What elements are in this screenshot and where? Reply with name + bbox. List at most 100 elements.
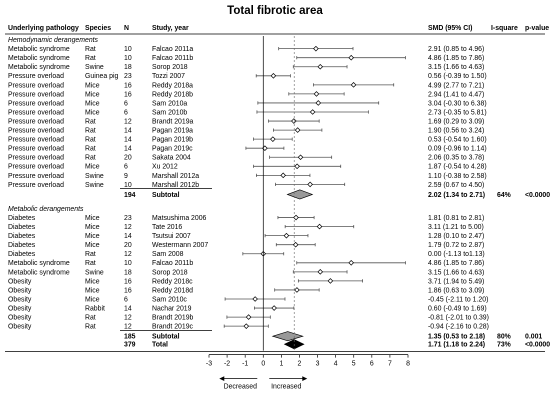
- point-estimate-marker: [291, 118, 297, 124]
- x-tick-label: 5: [352, 361, 356, 368]
- row-n: 6: [124, 100, 128, 107]
- row-smd-text: -0.81 (-2.01 to 0.39): [428, 315, 489, 322]
- row-pathology: Obesity: [8, 324, 32, 331]
- x-tick-label: 7: [388, 361, 392, 368]
- row-smd-text: 0.00 (-1.13 to1.13): [428, 251, 485, 258]
- row-smd-text: 1.28 (0.10 to 2.47): [428, 233, 484, 240]
- row-n: 6: [124, 296, 128, 303]
- row-study: Sam 2010b: [152, 109, 187, 116]
- row-study: Sam 2008: [152, 251, 184, 258]
- row-n: 23: [124, 215, 132, 222]
- row-smd-text: 1.10 (-0.38 to 2.58): [428, 173, 487, 180]
- point-estimate-marker: [271, 305, 277, 311]
- x-tick-label: 1: [279, 361, 283, 368]
- row-species: Mice: [85, 215, 100, 222]
- row-study: Sorop 2018: [152, 64, 188, 71]
- x-tick-label: 4: [334, 361, 338, 368]
- row-n: 10: [124, 182, 132, 189]
- row-pathology: Metabolic syndrome: [8, 269, 70, 276]
- row-species: Mice: [85, 91, 100, 98]
- row-smd-text: 3.04 (-0.30 to 6.38): [428, 100, 487, 107]
- row-species: Swine: [85, 182, 104, 189]
- row-n: 10: [124, 55, 132, 62]
- row-n: 12: [124, 118, 132, 125]
- row-smd-text: 3.71 (1.94 to 5.49): [428, 278, 484, 285]
- point-estimate-marker: [317, 63, 324, 70]
- row-n: 14: [124, 146, 132, 153]
- total-isq: 73%: [497, 342, 511, 349]
- row-species: Mice: [85, 296, 100, 303]
- point-estimate-marker: [270, 73, 277, 79]
- row-pathology: Pressure overload: [8, 182, 64, 189]
- total-label: Total: [152, 342, 168, 349]
- row-smd-text: 3.15 (1.66 to 4.63): [428, 269, 484, 276]
- row-n: 10: [124, 46, 132, 53]
- point-estimate-marker: [243, 323, 250, 329]
- total-smd-text: 1.71 (1.18 to 2.24): [428, 342, 485, 349]
- row-species: Rat: [85, 251, 96, 258]
- row-smd-text: 2.73 (-0.35 to 5.81): [428, 109, 487, 116]
- row-species: Mice: [85, 278, 100, 285]
- row-n: 20: [124, 155, 132, 162]
- row-pathology: Metabolic syndrome: [8, 46, 70, 53]
- subtotal-1-p: 0.001: [525, 334, 542, 341]
- row-n: 12: [124, 224, 132, 231]
- col-header-n: N: [124, 25, 129, 32]
- row-pathology: Diabetes: [8, 215, 36, 222]
- row-pathology: Metabolic syndrome: [8, 55, 70, 62]
- row-smd-text: 0.09 (-0.96 to 1.14): [428, 146, 487, 153]
- row-smd-text: 1.86 (0.63 to 3.09): [428, 287, 484, 294]
- row-species: Swine: [85, 64, 104, 71]
- row-smd-text: 2.94 (1.41 to 4.47): [428, 91, 484, 98]
- point-estimate-marker: [307, 181, 313, 188]
- chart-title: Total fibrotic area: [227, 5, 323, 17]
- row-pathology: Obesity: [8, 296, 32, 303]
- row-study: Matsushima 2006: [152, 215, 207, 222]
- row-species: Swine: [85, 173, 104, 180]
- point-estimate-marker: [294, 127, 301, 133]
- row-pathology: Obesity: [8, 278, 32, 285]
- row-study: Brandt 2019c: [152, 324, 194, 331]
- row-smd-text: 4.99 (2.77 to 7.21): [428, 82, 484, 89]
- col-header-species: Species: [85, 25, 111, 32]
- point-estimate-marker: [245, 314, 252, 320]
- row-smd-text: 1.69 (0.29 to 3.09): [428, 118, 484, 125]
- row-species: Rat: [85, 315, 96, 322]
- point-estimate-marker: [252, 296, 258, 302]
- subtotal-0-p: <0.00001: [525, 192, 550, 199]
- point-estimate-marker: [348, 54, 354, 61]
- row-smd-text: 3.15 (1.66 to 4.63): [428, 64, 484, 71]
- row-n: 18: [124, 269, 132, 276]
- row-pathology: Obesity: [8, 287, 32, 294]
- row-species: Rat: [85, 46, 96, 53]
- x-tick-label: 6: [370, 361, 374, 368]
- row-species: Mice: [85, 109, 100, 116]
- row-n: 14: [124, 233, 132, 240]
- x-tick-label: 2: [298, 361, 302, 368]
- row-study: Sam 2010a: [152, 100, 187, 107]
- x-tick-label: -3: [206, 361, 212, 368]
- row-n: 12: [124, 251, 132, 258]
- subtotal-0-diamond: [286, 189, 314, 200]
- subtotal-0-label: Subtotal: [152, 192, 180, 199]
- row-study: Marshall 2012b: [152, 182, 199, 189]
- subtotal-0-n: 194: [124, 192, 136, 199]
- row-n: 20: [124, 242, 132, 249]
- row-n: 6: [124, 164, 128, 171]
- row-smd-text: 0.60 (-0.49 to 1.69): [428, 305, 487, 312]
- row-pathology: Pressure overload: [8, 100, 64, 107]
- row-species: Mice: [85, 233, 100, 240]
- col-header-isq: I-square: [491, 25, 518, 32]
- decreased-arrowhead: [219, 376, 225, 382]
- row-smd-text: 2.59 (0.67 to 4.50): [428, 182, 484, 189]
- row-smd-text: 1.81 (0.81 to 2.81): [428, 215, 484, 222]
- group-label-1: Metabolic derangements: [8, 206, 84, 213]
- row-species: Rat: [85, 128, 96, 135]
- row-n: 14: [124, 137, 132, 144]
- row-pathology: Pressure overload: [8, 73, 64, 80]
- row-pathology: Pressure overload: [8, 82, 64, 89]
- row-pathology: Metabolic syndrome: [8, 64, 70, 71]
- row-pathology: Pressure overload: [8, 146, 64, 153]
- row-smd-text: 1.90 (0.56 to 3.24): [428, 128, 484, 135]
- row-study: Brandt 2019a: [152, 118, 194, 125]
